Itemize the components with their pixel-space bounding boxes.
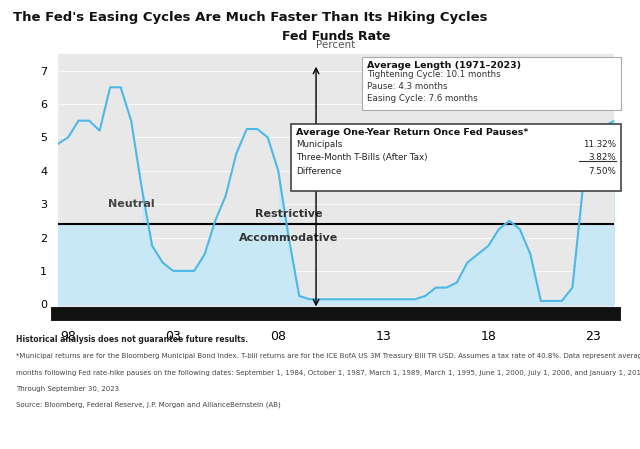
Text: 3.82%: 3.82% <box>588 153 616 162</box>
Text: *Municipal returns are for the Bloomberg Municipal Bond Index. T-bill returns ar: *Municipal returns are for the Bloomberg… <box>16 353 640 359</box>
Text: Difference: Difference <box>296 167 341 176</box>
Text: Easing Cycle: 7.6 months: Easing Cycle: 7.6 months <box>367 94 477 103</box>
Text: 11.32%: 11.32% <box>582 140 616 149</box>
Text: Percent: Percent <box>316 40 356 50</box>
Text: Pause: 4.3 months: Pause: 4.3 months <box>367 82 447 91</box>
Text: Fed Funds Rate: Fed Funds Rate <box>282 30 390 43</box>
Text: Tightening Cycle: 10.1 months: Tightening Cycle: 10.1 months <box>367 70 500 79</box>
Text: 7.50%: 7.50% <box>588 167 616 176</box>
Text: Three-Month T-Bills (After Tax): Three-Month T-Bills (After Tax) <box>296 153 428 162</box>
Text: Source: Bloomberg, Federal Reserve, J.P. Morgan and AllianceBernstein (AB): Source: Bloomberg, Federal Reserve, J.P.… <box>16 402 281 408</box>
Text: Neutral: Neutral <box>108 199 154 209</box>
Text: Average Length (1971–2023): Average Length (1971–2023) <box>367 61 521 70</box>
Text: Average One-Year Return Once Fed Pauses*: Average One-Year Return Once Fed Pauses* <box>296 128 528 137</box>
Text: Municipals: Municipals <box>296 140 342 149</box>
Text: months following Fed rate-hike pauses on the following dates: September 1, 1984,: months following Fed rate-hike pauses on… <box>16 370 640 375</box>
Text: The Fed's Easing Cycles Are Much Faster Than Its Hiking Cycles: The Fed's Easing Cycles Are Much Faster … <box>13 11 487 24</box>
Text: Accommodative: Accommodative <box>239 233 339 242</box>
Text: Through September 30, 2023: Through September 30, 2023 <box>16 386 119 392</box>
Text: Restrictive: Restrictive <box>255 209 323 219</box>
Text: Historical analysis does not guarantee future results.: Historical analysis does not guarantee f… <box>16 335 248 343</box>
